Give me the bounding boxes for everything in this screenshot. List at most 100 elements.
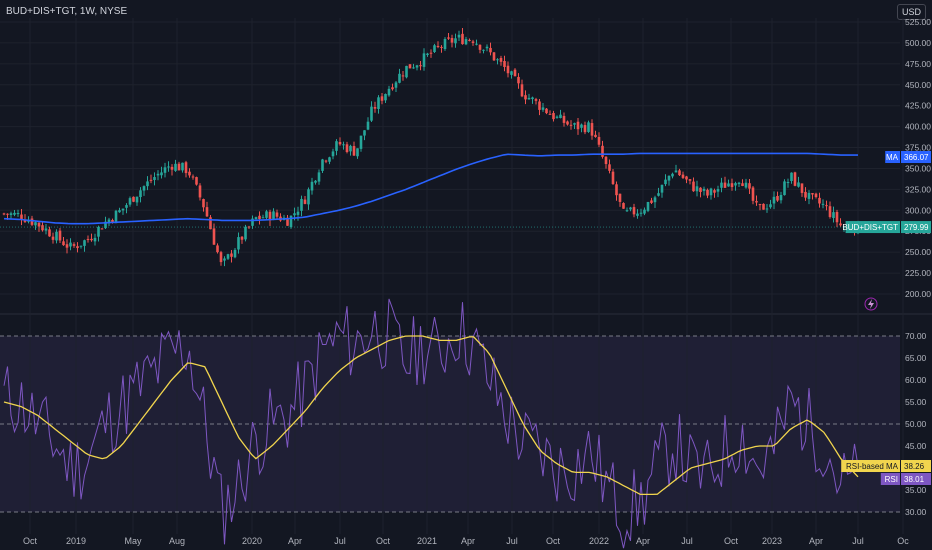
candle-body [163, 167, 167, 173]
x-tick-label: Oct [23, 536, 38, 546]
candle-body [650, 200, 653, 203]
x-tick-label: Oct [546, 536, 561, 546]
candle-body [160, 172, 163, 176]
candle-body [566, 121, 569, 125]
candle-body [114, 210, 118, 224]
candle-body [828, 206, 832, 217]
candle-body [177, 163, 181, 171]
candle-body [272, 211, 275, 220]
candle-body [471, 41, 475, 43]
candle-body [167, 166, 170, 168]
candle-body [331, 151, 335, 157]
price-tag-value-bg [901, 221, 931, 234]
candle-body [254, 217, 258, 219]
candle-body [321, 159, 324, 171]
rsi-tick-label: 30.00 [905, 507, 927, 517]
price-tag-name: BUD+DIS+TGT [842, 223, 898, 232]
rsi-tag-value: 38.01 [904, 475, 925, 484]
candle-body [170, 166, 174, 170]
candle-body [569, 124, 573, 126]
candle-body [503, 61, 506, 67]
candle-body [244, 226, 247, 240]
price-tag: BUD+DIS+TGT 279.99 [842, 221, 931, 234]
candle-body [314, 180, 317, 183]
x-tick-label: Apr [461, 536, 475, 546]
candle-body [90, 238, 93, 241]
candle-body [149, 179, 153, 181]
candle-body [296, 211, 300, 215]
candle-body [790, 172, 793, 182]
candle-body [384, 94, 387, 101]
candle-body [629, 207, 632, 210]
candle-body [268, 211, 272, 221]
candle-body [688, 179, 692, 181]
candle-body [363, 130, 366, 136]
candle-body [720, 182, 723, 188]
candle-body [265, 211, 268, 218]
x-tick-label: 2022 [589, 536, 609, 546]
candle-body [97, 226, 100, 237]
candle-body [695, 186, 699, 192]
candle-body [499, 58, 503, 62]
price-tag-name-bg [845, 221, 900, 234]
candle-body [615, 184, 618, 196]
candle-body [338, 142, 342, 145]
currency-button[interactable]: USD [896, 4, 926, 20]
candle-body [800, 183, 804, 193]
candle-body [590, 123, 594, 136]
candle-body [289, 215, 293, 228]
candle-body [233, 249, 237, 258]
price-tick-label: 250.00 [905, 247, 931, 257]
candle-body [461, 33, 464, 45]
candle-body [664, 179, 667, 185]
rsi-ma-line [3, 335, 859, 496]
candle-body [349, 145, 352, 152]
candle-body [181, 162, 184, 171]
candle-body [366, 121, 370, 130]
candle-body [534, 99, 538, 101]
x-tick-label: 2019 [66, 536, 86, 546]
candle-body [639, 212, 643, 214]
candle-body [212, 228, 216, 245]
price-tick-label: 300.00 [905, 205, 931, 215]
candle-body [765, 208, 769, 210]
candle-body [205, 207, 209, 217]
candle-body [804, 191, 807, 198]
candle-body [440, 46, 443, 48]
x-tick-label: Jul [334, 536, 346, 546]
candle-body [839, 223, 842, 226]
candle-body [20, 214, 23, 220]
ma-line [3, 152, 858, 225]
candle-body [62, 241, 65, 246]
rsi-tick-label: 70.00 [905, 331, 927, 341]
candle-body [83, 240, 86, 246]
candle-body [328, 157, 331, 162]
candle-body [741, 183, 744, 186]
candle-body [709, 188, 713, 196]
rsi-ma-tag-value-bg [901, 460, 931, 472]
candle-body [69, 242, 72, 247]
candle-body [573, 123, 576, 125]
price-tick-label: 325.00 [905, 184, 931, 194]
candle-body [552, 113, 555, 120]
price-tick-label: 475.00 [905, 59, 931, 69]
candle-body [240, 236, 244, 240]
candle-body [356, 148, 359, 157]
candle-body [769, 204, 772, 208]
x-tick-label: Apr [809, 536, 823, 546]
candle-body [559, 114, 562, 119]
candle-body [79, 245, 83, 247]
x-tick-label: Jul [681, 536, 693, 546]
candle-body [562, 115, 566, 123]
candle-body [524, 95, 527, 100]
candle-body [226, 254, 230, 259]
x-tick-label: 2021 [417, 536, 437, 546]
candle-body [496, 59, 499, 61]
candle-body [2, 213, 6, 215]
price-tick-label: 525.00 [905, 17, 931, 27]
rsi-ma-tag-name: RSI-based MA [846, 462, 899, 471]
candle-body [576, 121, 580, 130]
ma-tag: MA 366.07 [885, 151, 931, 163]
candle-body [408, 64, 412, 69]
